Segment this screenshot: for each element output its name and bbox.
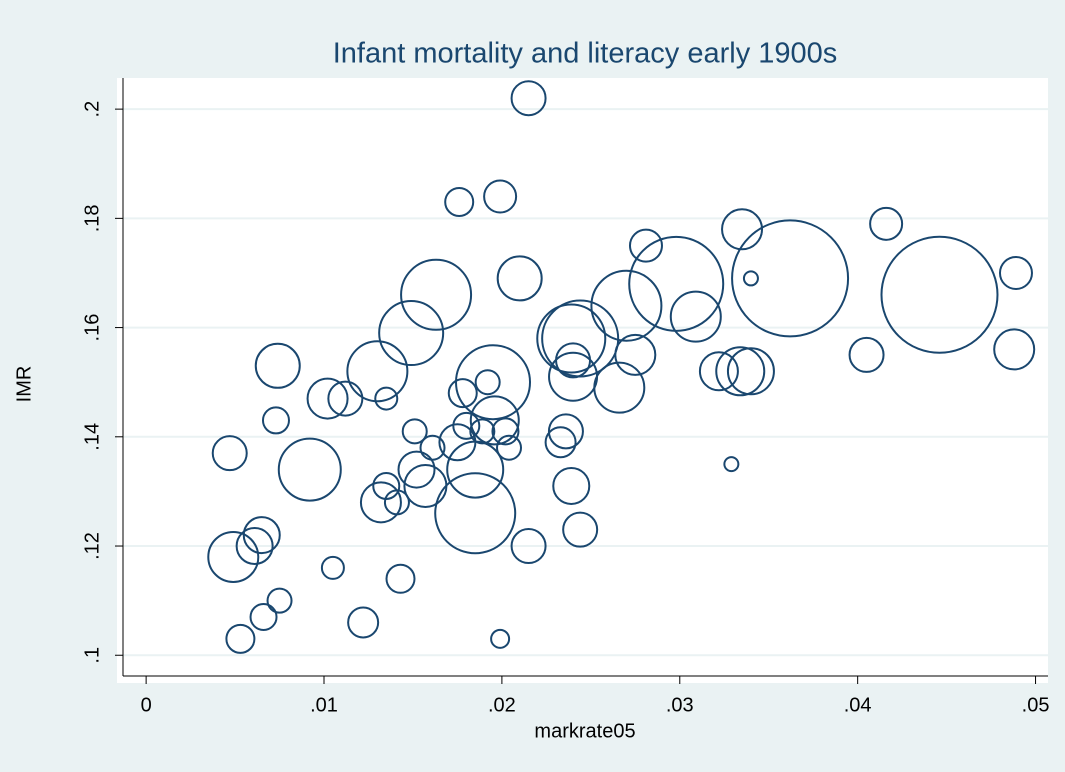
x-tick-label: .03 xyxy=(666,694,694,716)
bubble xyxy=(590,269,663,342)
bubble xyxy=(447,378,478,409)
bubble xyxy=(998,255,1033,290)
bubble xyxy=(496,434,523,461)
bubble xyxy=(474,369,501,396)
x-tick-label: 0 xyxy=(141,694,152,716)
bubble xyxy=(327,380,364,417)
bubble xyxy=(742,270,759,287)
bubble xyxy=(207,530,260,583)
bubble xyxy=(848,336,885,373)
bubble xyxy=(726,347,775,396)
bubble xyxy=(383,489,410,516)
bubble xyxy=(869,206,904,241)
bubble xyxy=(225,623,256,654)
bubble xyxy=(320,555,345,580)
bubble xyxy=(993,328,1036,371)
x-axis-title: markrate05 xyxy=(534,720,635,742)
bubble xyxy=(698,351,739,392)
bubble xyxy=(434,472,517,555)
bubble xyxy=(455,344,531,421)
bubble xyxy=(469,395,520,446)
bubble xyxy=(731,219,850,338)
bubble xyxy=(378,300,445,367)
bubble xyxy=(446,440,505,499)
x-tick-label: .02 xyxy=(488,694,516,716)
bubble xyxy=(614,333,657,376)
y-axis-title: IMR xyxy=(13,366,35,403)
bubble xyxy=(562,511,599,548)
bubble xyxy=(400,258,473,331)
y-tick-label: .12 xyxy=(81,532,103,560)
y-tick-label: .2 xyxy=(81,101,103,118)
bubble xyxy=(452,411,481,440)
y-tick-label: .14 xyxy=(81,423,103,451)
chart-title: Infant mortality and literacy early 1900… xyxy=(333,38,838,70)
bubble xyxy=(552,466,591,505)
y-tick-label: .16 xyxy=(81,314,103,342)
x-tick-label: .01 xyxy=(310,694,338,716)
bubble xyxy=(593,361,646,414)
x-tick-label: .04 xyxy=(844,694,872,716)
bubble xyxy=(628,228,663,263)
bubble xyxy=(721,208,764,251)
bubble xyxy=(266,587,293,614)
bubble xyxy=(374,386,399,411)
bubble xyxy=(491,417,520,446)
bubble xyxy=(669,290,722,343)
bubble xyxy=(359,481,402,524)
bubble xyxy=(385,563,416,594)
bubble xyxy=(235,527,274,566)
bubble xyxy=(510,80,547,117)
bubble xyxy=(444,186,475,217)
bubble xyxy=(277,437,342,502)
bubble xyxy=(483,179,518,214)
bubble xyxy=(880,235,999,354)
bubble xyxy=(723,456,740,473)
plot-area xyxy=(117,78,1048,683)
x-tick-label: .05 xyxy=(1022,694,1050,716)
bubble xyxy=(715,346,766,397)
bubble xyxy=(261,406,290,435)
bubble xyxy=(346,340,409,403)
bubble xyxy=(510,528,547,565)
bubble xyxy=(397,450,436,489)
bubble xyxy=(544,426,577,459)
bubble xyxy=(306,377,349,420)
y-tick-label: .18 xyxy=(81,204,103,232)
bubble xyxy=(254,342,301,389)
bubble xyxy=(536,303,607,374)
y-tick-label: .1 xyxy=(81,647,103,664)
bubble xyxy=(347,606,380,639)
bubble xyxy=(211,435,248,472)
bubble xyxy=(249,603,278,632)
bubble xyxy=(401,418,428,445)
bubble xyxy=(490,628,511,649)
bubble xyxy=(496,255,543,302)
